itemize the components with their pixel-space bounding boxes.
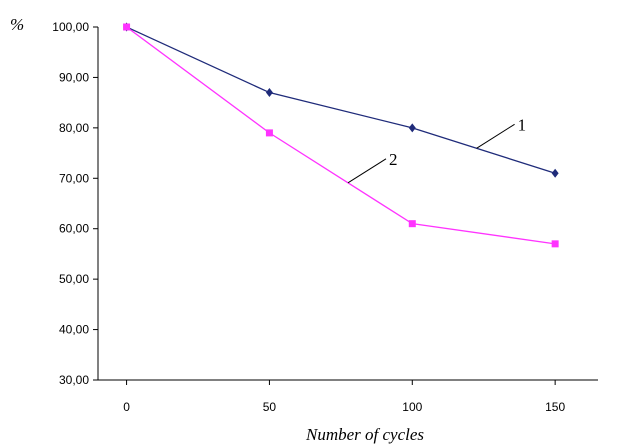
y-tick-label: 100,00 [52, 20, 89, 34]
y-axis-label: % [10, 15, 24, 34]
series-2-point [551, 240, 559, 248]
x-axis-ticks: 0 50 100 150 [123, 380, 565, 414]
callout-label-1: 1 [518, 115, 527, 134]
y-tick-label: 40,00 [59, 323, 89, 337]
series-1-line [126, 26, 556, 174]
y-tick-label: 90,00 [59, 70, 89, 84]
y-tick-label: 80,00 [59, 121, 89, 135]
series-layer [123, 22, 559, 248]
callout-leader-1 [476, 123, 515, 149]
series-1-point [408, 123, 416, 133]
x-tick-label: 150 [545, 400, 565, 414]
series-2-line [126, 26, 556, 245]
callout-label-2: 2 [389, 150, 398, 169]
x-tick-label: 50 [263, 400, 277, 414]
series-1-point [265, 88, 273, 98]
x-axis-title: Number of cycles [305, 425, 424, 444]
y-tick-label: 30,00 [59, 373, 89, 387]
callouts: 12 [347, 115, 527, 184]
x-tick-label: 0 [123, 400, 130, 414]
series-2-point [408, 220, 416, 228]
y-tick-label: 70,00 [59, 171, 89, 185]
y-tick-label: 60,00 [59, 222, 89, 236]
series-2-point [265, 129, 273, 137]
x-tick-label: 100 [402, 400, 422, 414]
series-2-point [123, 23, 131, 31]
y-axis-ticks: 30,00 40,00 50,00 60,00 70,00 80,00 90,00 100,0… [52, 20, 98, 387]
series-1-point [551, 168, 559, 178]
y-tick-label: 50,00 [59, 272, 89, 286]
callout-leader-2 [347, 158, 387, 184]
